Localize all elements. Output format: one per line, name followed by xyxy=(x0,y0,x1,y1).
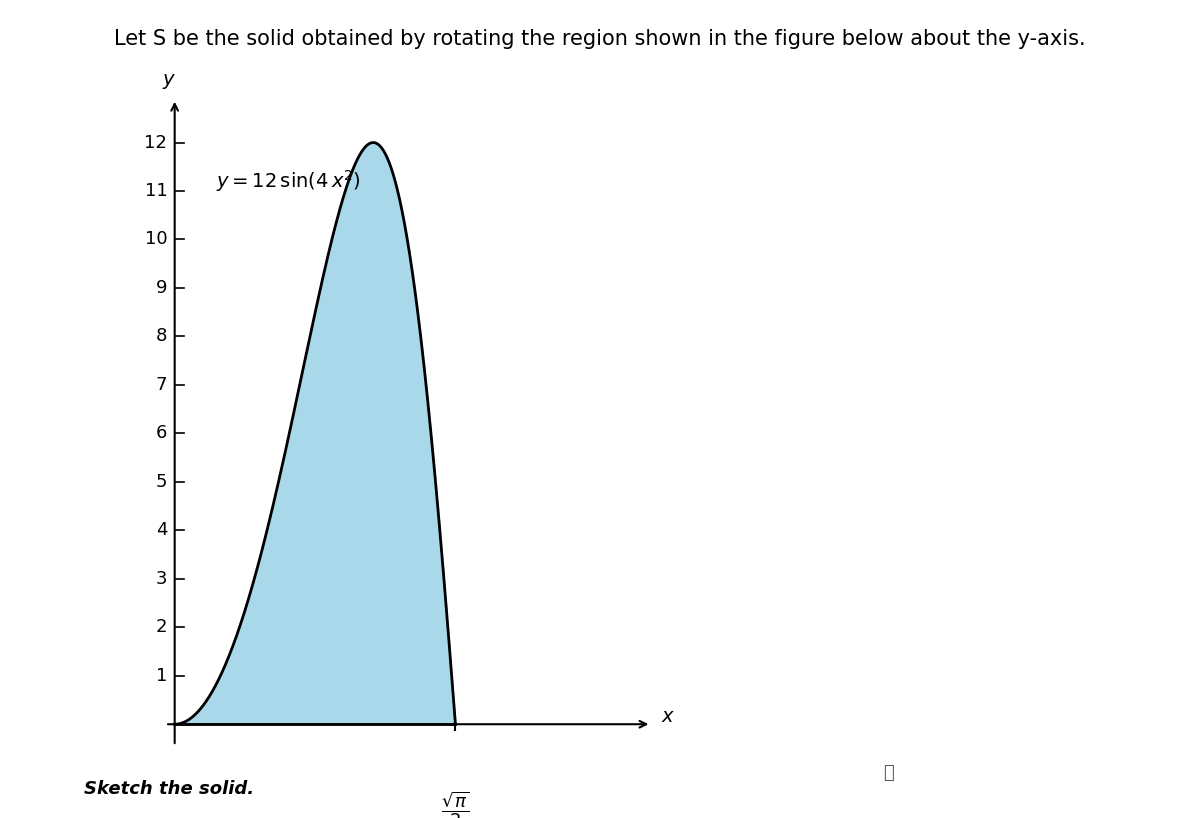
Text: 9: 9 xyxy=(156,279,167,297)
Text: 2: 2 xyxy=(156,618,167,636)
Text: y: y xyxy=(162,70,174,89)
Text: 4: 4 xyxy=(156,521,167,539)
Text: 11: 11 xyxy=(144,182,167,200)
Text: 8: 8 xyxy=(156,327,167,345)
Text: 7: 7 xyxy=(156,376,167,394)
Text: 5: 5 xyxy=(156,473,167,491)
Text: 10: 10 xyxy=(145,231,167,249)
Text: ⓘ: ⓘ xyxy=(883,764,893,782)
Text: 3: 3 xyxy=(156,570,167,588)
Text: Let S be the solid obtained by rotating the region shown in the figure below abo: Let S be the solid obtained by rotating … xyxy=(114,29,1086,48)
Text: Sketch the solid.: Sketch the solid. xyxy=(84,780,254,798)
Text: 6: 6 xyxy=(156,425,167,443)
Text: $y = 12\,\sin(4\,x^2)$: $y = 12\,\sin(4\,x^2)$ xyxy=(216,169,360,194)
Text: x: x xyxy=(661,708,672,726)
Text: 1: 1 xyxy=(156,667,167,685)
Text: 12: 12 xyxy=(144,133,167,151)
Text: $\dfrac{\sqrt{\pi}}{2}$: $\dfrac{\sqrt{\pi}}{2}$ xyxy=(442,789,470,818)
